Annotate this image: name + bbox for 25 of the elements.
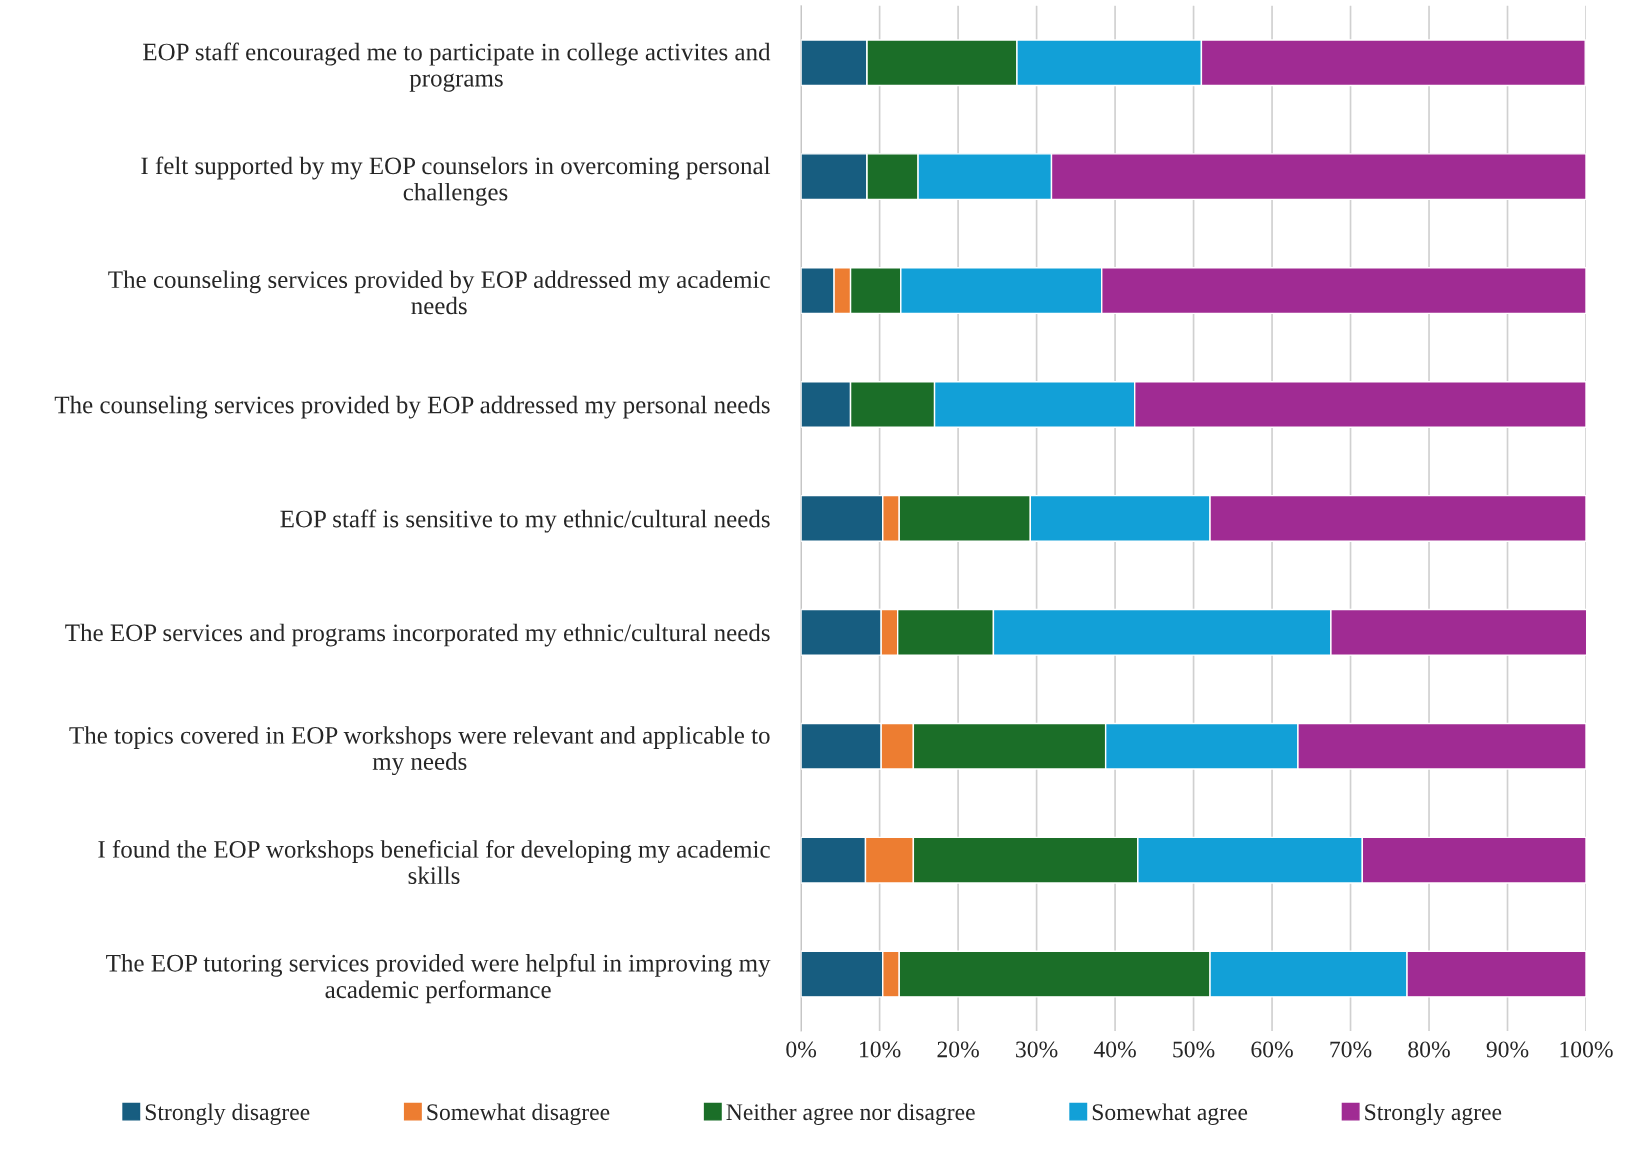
x-tick-label: 90%: [1486, 1041, 1529, 1058]
y-tick-label: The counseling services provided by EOP addressed my personal needs: [54, 395, 770, 419]
y-tick-label: The topics covered in EOP workshops were relevant and applicable to my needs: [69, 726, 770, 776]
x-tick-label: 10%: [860, 1041, 901, 1058]
x-tick-label: 80%: [1408, 1041, 1450, 1058]
y-tick-label: I felt supported by my EOP counselors in overcoming personal challenges: [141, 156, 771, 206]
x-tick-label: 50%: [1173, 1041, 1215, 1058]
x-tick-label: 70%: [1330, 1041, 1372, 1058]
x-tick-label: 0%: [786, 1041, 817, 1058]
x-tick-label: 40%: [1093, 1041, 1136, 1058]
legend-label: Strongly disagree: [145, 1103, 310, 1125]
legend-label: Somewhat agree: [1092, 1103, 1248, 1125]
x-tick-label: 100%: [1560, 1041, 1613, 1058]
y-tick-label: The EOP tutoring services provided were helpful in improving my academic performance: [106, 953, 771, 1004]
y-tick-label: I found the EOP workshops beneficial for developing my academic skills: [98, 839, 770, 885]
x-tick-label: 30%: [1016, 1041, 1058, 1058]
legend-label: Somewhat disagree: [427, 1103, 610, 1125]
legend-label: Strongly agree: [1365, 1103, 1502, 1125]
x-tick-label: 60%: [1251, 1041, 1293, 1058]
x-tick-label: 20%: [937, 1041, 979, 1058]
y-tick-label: The counseling services provided by EOP addressed my academic needs: [108, 270, 770, 315]
y-tick-label: EOP staff is sensitive to my ethnic/cultural needs: [280, 509, 770, 533]
y-tick-label: The EOP services and programs incorporated my ethnic/cultural needs: [65, 623, 770, 647]
legend-label: Neither agree nor disagree: [726, 1103, 975, 1125]
y-tick-label: EOP staff encouraged me to participate in college activites and programs: [143, 42, 771, 92]
